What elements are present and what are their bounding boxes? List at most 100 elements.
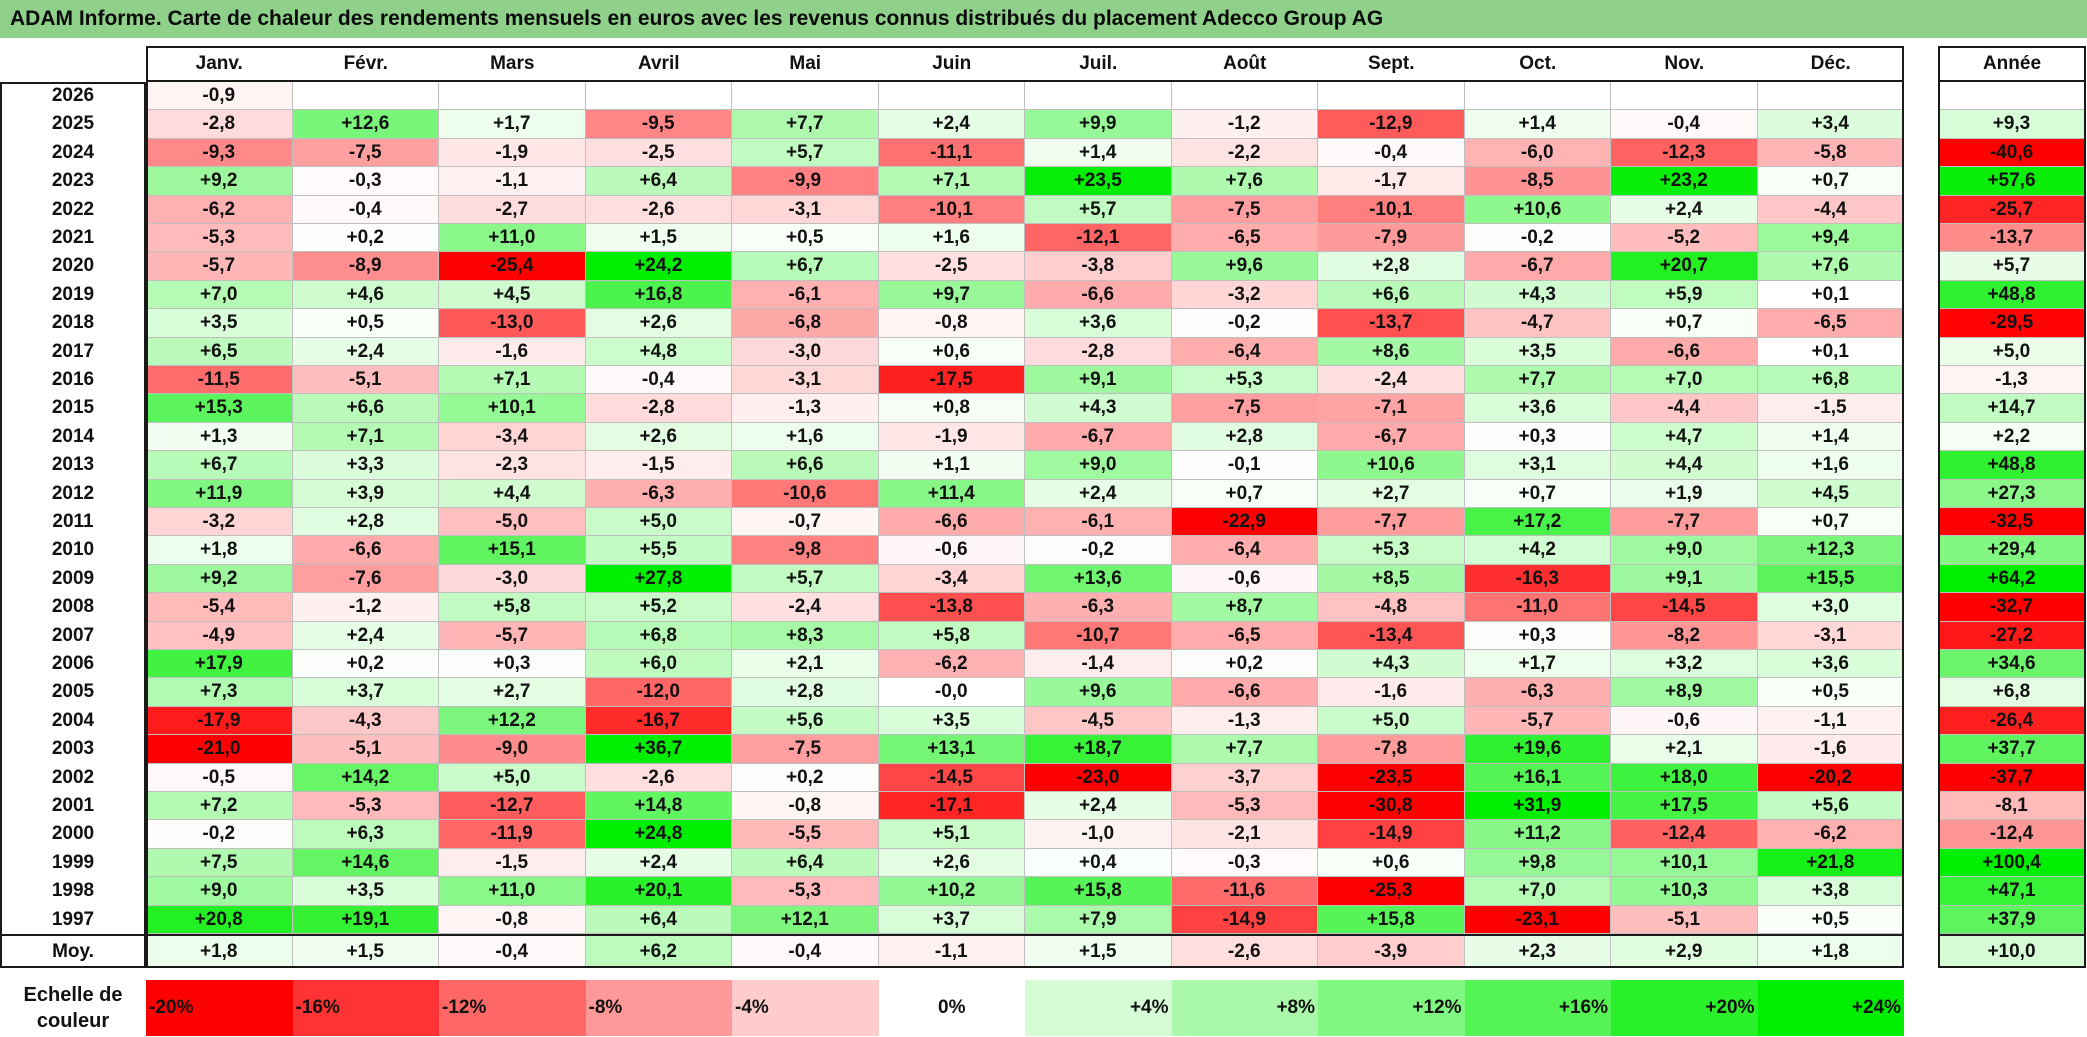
heatmap-cell: +7,0 (1464, 877, 1611, 906)
heatmap-cell: +7,1 (439, 366, 586, 395)
month-header: Oct. (1464, 46, 1611, 82)
heatmap-cell: -3,8 (1025, 252, 1172, 281)
heatmap-cell: -9,5 (585, 110, 732, 139)
heatmap-cell: -3,0 (439, 564, 586, 594)
heatmap-cell: +12,6 (292, 110, 439, 139)
heatmap-cell: -1,1 (1757, 706, 1904, 736)
heatmap-cell: -5,5 (732, 820, 879, 849)
legend-swatch: -4% (732, 980, 879, 1036)
heatmap-cell: +21,8 (1757, 848, 1904, 878)
heatmap-cell: +9,0 (1025, 451, 1172, 480)
heatmap-cell: -5,8 (1757, 138, 1904, 168)
heatmap-cell: -11,5 (146, 366, 293, 395)
heatmap-cell: -17,9 (146, 706, 293, 736)
month-header: Avril (585, 46, 732, 82)
heatmap-cell: -7,5 (1171, 394, 1318, 423)
heatmap-cell: -6,7 (1318, 422, 1465, 452)
heatmap-cell: +2,4 (1025, 792, 1172, 821)
heatmap-cell: +6,4 (585, 167, 732, 196)
year-label: 2026 (0, 82, 146, 111)
heatmap-cell: +0,2 (292, 650, 439, 679)
heatmap-cell: +7,7 (732, 110, 879, 139)
annual-cell: +5,0 (1938, 337, 2086, 366)
heatmap-cell: -0,2 (146, 820, 293, 849)
heatmap-cell: +7,7 (1171, 735, 1318, 764)
year-label: 2002 (0, 763, 146, 792)
heatmap-cell: +6,4 (585, 905, 732, 934)
heatmap-cell: +5,7 (732, 138, 879, 168)
heatmap-cell: -14,5 (1611, 593, 1758, 622)
heatmap-cell: -3,0 (732, 337, 879, 366)
heatmap-cell: -6,6 (1171, 678, 1318, 707)
heatmap-cell: +5,0 (439, 763, 586, 792)
annual-cell: -37,7 (1938, 763, 2086, 792)
heatmap-cell: +0,7 (1611, 309, 1758, 338)
heatmap-cell: -21,0 (146, 735, 293, 764)
year-label: 2007 (0, 621, 146, 650)
legend-swatch: -8% (585, 980, 732, 1036)
annual-cell: +37,9 (1938, 905, 2086, 934)
annual-cell: +64,2 (1938, 564, 2086, 594)
heatmap-cell (878, 82, 1025, 111)
heatmap-cell: +6,6 (1318, 280, 1465, 310)
heatmap-cell: +20,8 (146, 905, 293, 934)
heatmap-cell: -4,9 (146, 621, 293, 650)
annual-cell: -12,4 (1938, 820, 2086, 849)
heatmap-cell: +1,6 (732, 422, 879, 452)
heatmap-cell: +0,6 (1318, 848, 1465, 878)
heatmap-cell: -10,7 (1025, 621, 1172, 650)
legend-title: Echelle de couleur (23, 984, 123, 1032)
year-label: 1999 (0, 848, 146, 878)
heatmap-cell: +2,6 (585, 422, 732, 452)
heatmap-cell (1464, 82, 1611, 111)
heatmap-cell: +2,4 (1611, 195, 1758, 224)
heatmap-cell: +4,8 (585, 337, 732, 366)
heatmap-cell: -0,8 (732, 792, 879, 821)
heatmap-cell: +9,2 (146, 167, 293, 196)
heatmap-cell: +7,1 (878, 167, 1025, 196)
heatmap-cell: +3,8 (1757, 877, 1904, 906)
heatmap-cell: +19,6 (1464, 735, 1611, 764)
heatmap-cell: +4,6 (292, 280, 439, 310)
average-cell: -2,6 (1171, 936, 1318, 968)
year-label: 2012 (0, 479, 146, 508)
heatmap-cell: -5,7 (1464, 706, 1611, 736)
heatmap-cell: +1,9 (1611, 479, 1758, 508)
heatmap-cell: -0,8 (878, 309, 1025, 338)
heatmap-cell: -17,5 (878, 366, 1025, 395)
heatmap-cell: +1,4 (1025, 138, 1172, 168)
heatmap-cell: +0,4 (1025, 848, 1172, 878)
heatmap-cell: -6,7 (1464, 252, 1611, 281)
heatmap-cell: -1,6 (1318, 678, 1465, 707)
heatmap-cell: +10,1 (439, 394, 586, 423)
heatmap-cell: +2,7 (1318, 479, 1465, 508)
year-label: 2010 (0, 536, 146, 565)
heatmap-cell: +11,4 (878, 479, 1025, 508)
heatmap-cell: +6,4 (732, 848, 879, 878)
heatmap-cell: +16,8 (585, 280, 732, 310)
heatmap-cell: -1,2 (292, 593, 439, 622)
legend-swatch: -16% (292, 980, 439, 1036)
heatmap-cell: -14,9 (1171, 905, 1318, 934)
heatmap-cell: -6,5 (1757, 309, 1904, 338)
year-label: 2011 (0, 508, 146, 537)
heatmap-cell: +20,7 (1611, 252, 1758, 281)
heatmap-cell: +11,0 (439, 224, 586, 253)
heatmap-cell: +5,7 (1025, 195, 1172, 224)
annual-cell: -29,5 (1938, 309, 2086, 338)
legend-swatch: -20% (146, 980, 293, 1036)
heatmap-cell: -6,2 (146, 195, 293, 224)
heatmap-cell: -9,8 (732, 536, 879, 565)
chart-title: ADAM Informe. Carte de chaleur des rende… (0, 0, 2087, 38)
heatmap-cell: +1,1 (878, 451, 1025, 480)
year-label: 2013 (0, 451, 146, 480)
heatmap-cell: -20,2 (1757, 763, 1904, 792)
legend-swatch: +20% (1611, 980, 1758, 1036)
year-label: 2020 (0, 252, 146, 281)
heatmap-cell: -0,0 (878, 678, 1025, 707)
heatmap-cell: +2,4 (292, 621, 439, 650)
annual-cell: +27,3 (1938, 479, 2086, 508)
heatmap-cell: -0,4 (585, 366, 732, 395)
heatmap-cell: +8,3 (732, 621, 879, 650)
heatmap-cell: +0,7 (1757, 167, 1904, 196)
